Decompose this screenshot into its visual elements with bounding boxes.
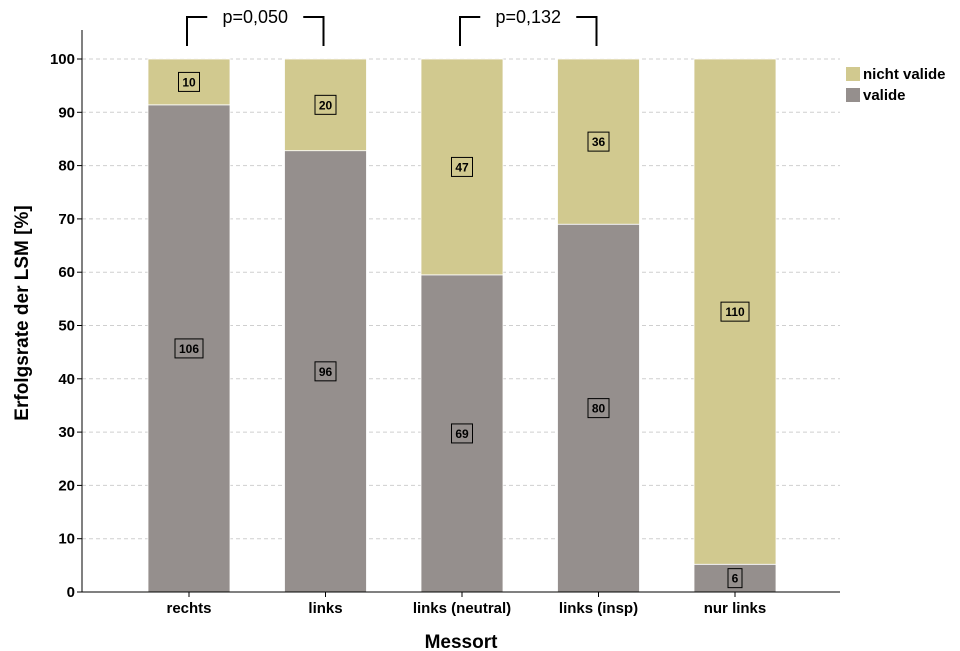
data-label: 106 xyxy=(179,342,199,356)
y-tick-label: 60 xyxy=(58,264,75,281)
y-tick-label: 40 xyxy=(58,371,75,388)
legend-swatch xyxy=(846,88,860,102)
p-value-label: p=0,050 xyxy=(222,7,288,27)
y-tick-label: 80 xyxy=(58,158,75,175)
x-tick-label: rechts xyxy=(166,600,211,617)
x-axis-title: Messort xyxy=(425,632,499,651)
x-tick-label: nur links xyxy=(704,600,767,617)
legend-swatch xyxy=(846,67,860,81)
bar-nicht-valide xyxy=(420,58,504,276)
bar-valide xyxy=(420,274,504,593)
x-tick-label: links (insp) xyxy=(559,600,638,617)
data-label-box xyxy=(727,568,743,589)
data-label: 20 xyxy=(319,98,333,112)
y-tick-label: 100 xyxy=(50,51,75,68)
x-tick-label: links xyxy=(308,600,342,617)
data-label-box xyxy=(314,94,337,115)
y-tick-label: 30 xyxy=(58,424,75,441)
data-label-box xyxy=(178,71,200,92)
bracket-left xyxy=(459,16,481,46)
y-tick-label: 90 xyxy=(58,104,75,121)
data-label: 96 xyxy=(319,365,333,379)
data-label: 10 xyxy=(182,75,196,89)
data-label-box xyxy=(314,361,337,382)
data-label-box xyxy=(587,131,610,152)
data-label: 6 xyxy=(732,572,739,586)
p-value-label: p=0,132 xyxy=(495,7,561,27)
bracket-left xyxy=(186,16,208,46)
data-label-box xyxy=(587,398,610,419)
data-label-box xyxy=(174,338,204,359)
data-label: 36 xyxy=(592,135,606,149)
legend-label: nicht valide xyxy=(863,66,946,83)
significance-annotations: p=0,050 p=0,132 xyxy=(186,7,598,46)
bar-nicht-valide xyxy=(147,58,231,106)
y-tick-label: 20 xyxy=(58,477,75,494)
data-label: 69 xyxy=(455,427,469,441)
y-tick-label: 70 xyxy=(58,211,75,228)
bar-valide xyxy=(557,223,640,593)
y-tick-label: 0 xyxy=(67,584,75,601)
bar-nicht-valide xyxy=(557,58,640,225)
axes: 0 10 20 30 40 50 60 70 80 90 100 rechts links links (… xyxy=(50,30,840,617)
bar-nicht-valide xyxy=(284,58,367,152)
bracket-right xyxy=(303,16,325,46)
y-tick-label: 10 xyxy=(58,531,75,548)
legend: nicht valide valide xyxy=(846,66,946,104)
legend-label: valide xyxy=(863,87,906,104)
x-tick-label: links (neutral) xyxy=(413,600,511,617)
bracket-right xyxy=(576,16,598,46)
bars xyxy=(147,58,777,593)
data-label: 110 xyxy=(725,305,745,319)
bar-nicht-valide xyxy=(693,58,777,565)
data-labels: 106 10 96 20 69 47 80 36 6 110 xyxy=(174,71,750,589)
y-tick-label: 50 xyxy=(58,318,75,335)
y-axis-title: Erfolgsrate der LSM [%] xyxy=(12,205,33,420)
data-label-box xyxy=(720,301,750,322)
data-label-box xyxy=(451,156,473,177)
data-label: 80 xyxy=(592,402,606,416)
data-label: 47 xyxy=(455,160,469,174)
data-label-box xyxy=(451,423,473,444)
